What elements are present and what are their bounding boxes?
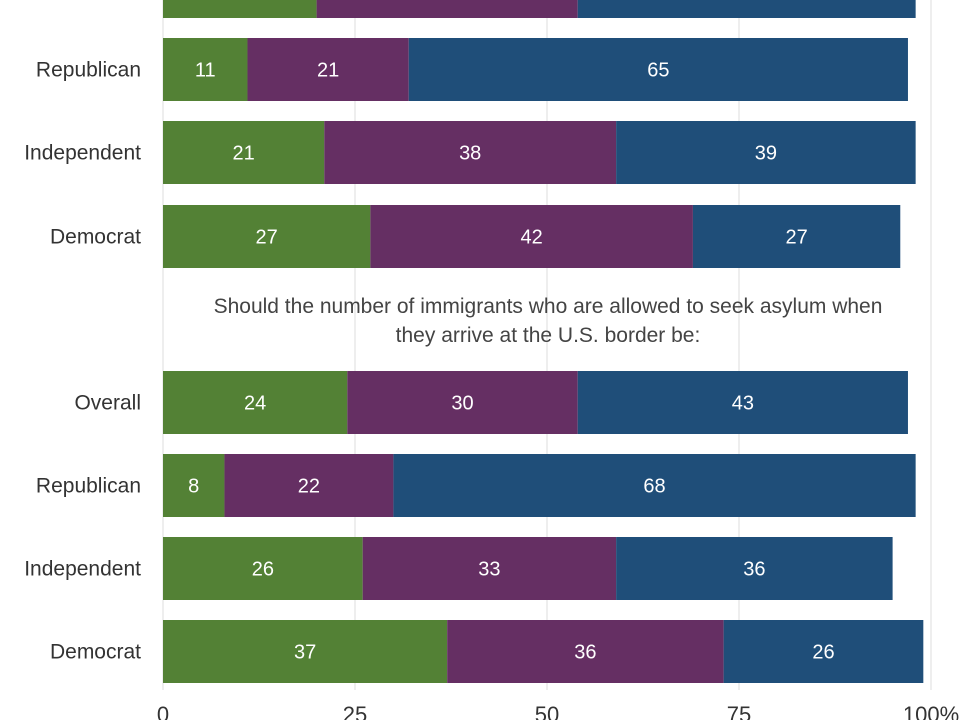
bar-segment [723,620,924,683]
bar-segment [692,205,901,268]
bar-value-label: 22 [298,476,320,498]
bar-segment [408,38,908,101]
bar-value-label: 33 [478,559,500,581]
bar-value-label: 27 [256,227,278,249]
bar-value-label: 39 [755,143,777,165]
row-label: Overall [74,392,141,415]
bar-segment [163,620,448,683]
x-axis-ticks: 0 25 50 75 100% [157,702,959,720]
bar-value-label: 21 [317,60,339,82]
bar-segment [224,454,394,517]
bar-segment [347,371,578,434]
bar-value-label: 27 [785,227,807,249]
bar-value-label: 26 [252,559,274,581]
bar-value-label: 42 [521,227,543,249]
bar-segment [362,537,617,600]
bar-segment [163,38,248,101]
bar-value-label: 8 [188,476,199,498]
bar-segment [370,205,693,268]
bar-segment [163,205,371,268]
row-label: Republican [36,475,141,498]
bar-value-label: 30 [451,393,473,415]
row-label: Democrat [50,641,141,664]
bar-value-label: 24 [244,393,266,415]
bar-segment [577,371,908,434]
bar-value-label: 36 [743,559,765,581]
bar-segment [163,371,348,434]
x-tick-label: 50 [535,702,559,720]
row-label: Independent [24,558,141,581]
bar-segment [616,121,916,184]
bar-value-label: 37 [294,642,316,664]
bar-value-label: 65 [647,60,669,82]
bar-segment [447,620,724,683]
x-tick-label: 100% [903,702,959,720]
bar-segment [163,537,363,600]
bar-value-label: 38 [459,143,481,165]
bars: 11 21 65 21 38 39 27 42 27 24 30 43 8 22 68 26 33 36 37 36 2… [163,0,924,683]
panel-title: Should the number of immigrants who are … [214,295,883,318]
bar-value-label: 68 [643,476,665,498]
bar-segment [247,38,409,101]
bar-value-label: 11 [195,60,216,82]
bar-value-label: 21 [233,143,255,165]
bar-segment [163,0,317,18]
x-tick-label: 0 [157,702,169,720]
row-labels: Republican Independent Democrat Overall Repu… [24,59,141,664]
bar-segment [393,454,916,517]
bar-segment [316,0,578,18]
bar-value-label: 36 [574,642,596,664]
x-tick-label: 75 [727,702,751,720]
bar-value-label: 26 [812,642,834,664]
row-label: Republican [36,59,141,82]
bar-segment [616,537,893,600]
row-label: Independent [24,142,141,165]
bar-value-label: 43 [732,393,754,415]
bar-segment [163,454,225,517]
panel-title: they arrive at the U.S. border be: [396,324,701,347]
x-tick-label: 25 [343,702,367,720]
row-label: Democrat [50,226,141,249]
panel-titles: Should the number of immigrants who are … [214,295,883,347]
bar-segment [324,121,617,184]
bar-segment [577,0,916,18]
bar-segment [163,121,325,184]
